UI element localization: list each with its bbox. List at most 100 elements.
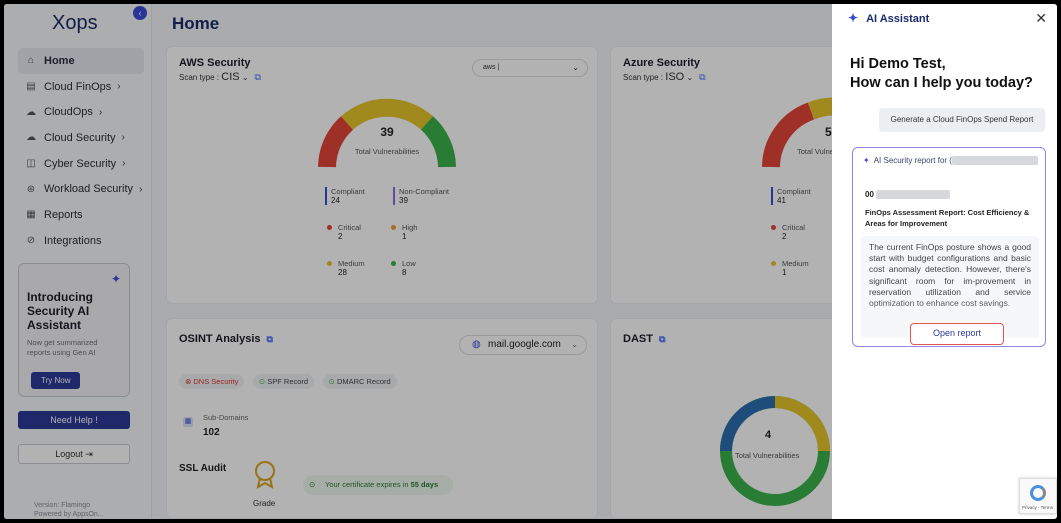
domain-select[interactable]: ◍ mail.google.com ⌄	[459, 335, 587, 355]
aws-account-select[interactable]: aws | ⌄	[472, 59, 588, 77]
value: 8	[402, 268, 407, 277]
external-link-icon[interactable]: ⧉	[254, 72, 261, 82]
sidebar-item-cloud-finops[interactable]: ▤ Cloud FinOps ›	[18, 74, 144, 100]
powered-by: Powered by AppsOn...	[34, 511, 104, 518]
logout-label: Logout	[55, 449, 83, 459]
spf-record-pill[interactable]: ⊙ SPF Record	[252, 374, 315, 389]
grade-badge-icon	[255, 461, 275, 489]
sidebar: Xops ‹ ⌂ Home ▤ Cloud FinOps › ☁ CloudOps › ☁ Clo…	[4, 4, 152, 519]
high-stat: High 1	[391, 223, 417, 241]
sidebar-item-label: CloudOps	[44, 106, 93, 119]
sidebar-item-reports[interactable]: ▦ Reports	[18, 202, 144, 228]
label: Non-Compliant	[399, 187, 450, 196]
chevron-right-icon: ›	[139, 183, 143, 195]
close-icon[interactable]: ✕	[1035, 10, 1047, 26]
azure-total: 5	[825, 125, 832, 139]
ai-promo-card: ✦ Introducing Security AI Assistant Now …	[18, 263, 130, 397]
report-head-text: AI Security report for (	[873, 156, 952, 165]
label: Compliant	[331, 187, 365, 196]
workload-icon: ⊛	[26, 183, 36, 195]
noncompliant-bar	[393, 187, 395, 205]
aws-security-card: AWS Security Scan type : CIS ⌄ ⧉ aws | ⌄ …	[166, 46, 598, 304]
cloud-security-icon: ☁	[26, 132, 36, 144]
ai-assistant-header: ✦ AI Assistant	[848, 11, 929, 25]
label: Critical	[338, 223, 361, 232]
recaptcha-badge[interactable]: Privacy - Terms	[1019, 478, 1057, 514]
sidebar-item-label: Cloud Security	[44, 131, 116, 144]
medium-dot	[327, 261, 332, 266]
sidebar-item-label: Home	[44, 54, 75, 67]
ssl-audit-title: SSL Audit	[179, 463, 227, 474]
chevron-right-icon: ›	[121, 132, 125, 144]
value: 39	[399, 196, 408, 205]
azure-medium-stat: Medium 1	[771, 259, 809, 277]
external-link-icon[interactable]: ⧉	[658, 334, 666, 344]
collapse-sidebar-icon[interactable]: ‹	[133, 6, 147, 20]
dns-security-pill[interactable]: ⊗ DNS Security	[179, 374, 245, 389]
sidebar-item-home[interactable]: ⌂ Home	[18, 48, 144, 74]
redacted-block	[951, 156, 1038, 166]
greeting: Hi Demo Test, How can I help you today?	[850, 55, 1033, 93]
logout-icon: ⇥	[85, 449, 93, 459]
domain-value: mail.google.com	[488, 339, 561, 350]
sparkle-icon: ✦	[863, 156, 870, 165]
aws-total: 39	[380, 125, 394, 139]
external-link-icon[interactable]: ⧉	[699, 72, 706, 82]
osint-title-text: OSINT Analysis	[179, 333, 261, 345]
sidebar-item-cloud-security[interactable]: ☁ Cloud Security ›	[18, 125, 144, 151]
scan-value: CIS	[221, 71, 240, 83]
low-stat: Low 8	[391, 259, 416, 277]
logout-button[interactable]: Logout ⇥	[18, 444, 130, 464]
suggestion-button[interactable]: Generate a Cloud FinOps Spend Report	[879, 108, 1045, 132]
logo: Xops	[52, 12, 98, 34]
promo-title: Introducing Security AI Assistant	[27, 290, 93, 332]
subdomains-value: 102	[203, 427, 220, 438]
pill-label: SPF Record	[267, 377, 309, 386]
critical-dot	[771, 225, 776, 230]
cert-text: Your certificate expires in	[325, 480, 411, 489]
report-card: ✦ AI Security report for ( 00 FinOps Asse…	[852, 147, 1046, 347]
sidebar-item-label: Reports	[44, 208, 83, 221]
label: High	[402, 223, 418, 232]
azure-security-card: Azure Security Scan type : ISO ⌄ ⧉ 5 Tota…	[610, 46, 850, 304]
sidebar-item-cyber-security[interactable]: ◫ Cyber Security ›	[18, 151, 144, 177]
azure-total-label: Total Vulne	[797, 147, 834, 156]
sidebar-item-workload-security[interactable]: ⊛ Workload Security ›	[18, 176, 144, 202]
report-id: 00	[865, 190, 951, 200]
dast-total-label: Total Vulnerabilities	[735, 451, 800, 460]
critical-stat: Critical 2	[327, 223, 361, 241]
globe-icon: ◍	[472, 339, 481, 350]
pill-label: DNS Security	[193, 377, 239, 386]
dast-card: DAST ⧉ 4 Total Vulnerabilities	[610, 318, 850, 519]
try-now-button[interactable]: Try Now	[31, 372, 81, 389]
value: 41	[777, 196, 786, 205]
aws-scan-type[interactable]: Scan type : CIS ⌄ ⧉	[179, 71, 261, 83]
dmarc-record-pill[interactable]: ⊙ DMARC Record	[322, 374, 397, 389]
dast-title-text: DAST	[623, 333, 653, 345]
sidebar-item-label: Workload Security	[44, 183, 134, 196]
label: Critical	[782, 223, 805, 232]
azure-scan-type[interactable]: Scan type : ISO ⌄ ⧉	[623, 71, 706, 83]
value: 2	[782, 232, 787, 241]
sidebar-item-integrations[interactable]: ⊘ Integrations	[18, 228, 144, 254]
label: Medium	[338, 259, 365, 268]
need-help-button[interactable]: Need Help !	[18, 411, 130, 429]
modal-backdrop[interactable]	[4, 4, 832, 519]
scan-label: Scan type :	[179, 73, 220, 82]
grade-label: Grade	[253, 499, 276, 508]
finops-icon: ▤	[26, 81, 36, 93]
check-icon: ⊙	[328, 377, 335, 386]
aws-select-value: aws	[483, 64, 496, 71]
osint-pills: ⊗ DNS Security ⊙ SPF Record ⊙ DMARC Reco…	[179, 371, 401, 389]
open-report-button[interactable]: Open report	[910, 323, 1004, 345]
sidebar-item-label: Integrations	[44, 234, 102, 247]
sparkle-icon: ✦	[110, 272, 121, 286]
check-circle-icon: ⊙	[309, 480, 316, 489]
sidebar-item-cloudops[interactable]: ☁ CloudOps ›	[18, 99, 144, 125]
shield-icon: ◫	[26, 158, 36, 170]
external-link-icon[interactable]: ⧉	[266, 334, 273, 344]
label: Medium	[782, 259, 809, 268]
compliant-bar	[325, 187, 327, 205]
chevron-right-icon: ›	[117, 81, 121, 93]
redacted-block	[876, 190, 951, 200]
